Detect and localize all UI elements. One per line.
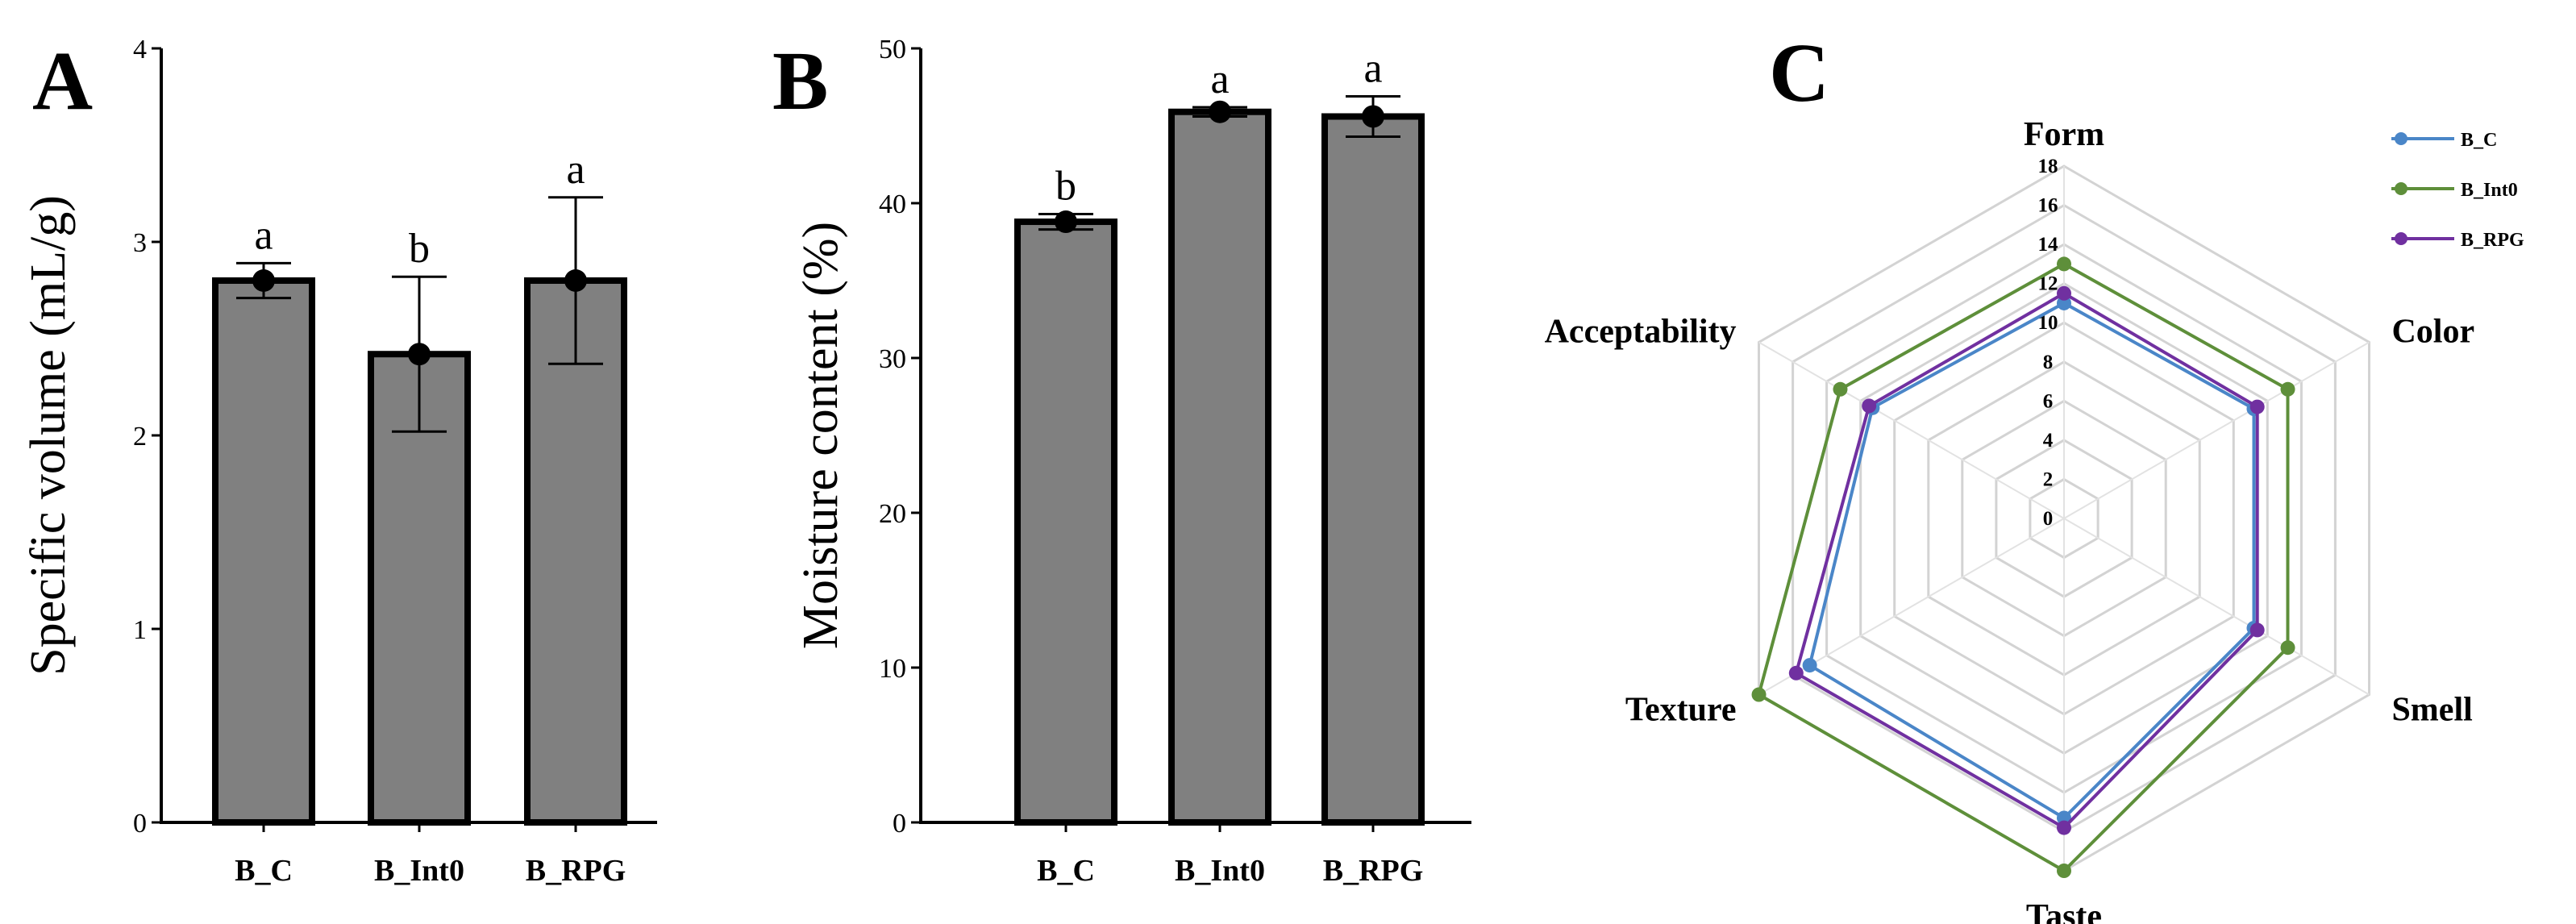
legend-marker xyxy=(2395,182,2407,195)
y-axis-label: Moisture content (%) xyxy=(793,222,848,649)
radar-tick-label: 2 xyxy=(2043,468,2054,490)
bar xyxy=(1168,108,1271,826)
mean-point xyxy=(1209,100,1231,123)
radar-tick-label: 14 xyxy=(2038,234,2059,256)
radar-axis-label: Form xyxy=(2024,116,2104,153)
panel-label-b: B xyxy=(772,35,828,127)
y-tick-label: 40 xyxy=(879,189,906,219)
y-tick-label: 2 xyxy=(133,422,147,452)
significance-label: b xyxy=(1055,163,1076,209)
radar-point xyxy=(2057,864,2071,878)
significance-label: a xyxy=(254,212,273,258)
radar-chart-sensory: 024681012141618FormColorSmellTasteTextur… xyxy=(1545,116,2475,924)
radar-point xyxy=(1788,665,1804,681)
x-tick-label: B_Int0 xyxy=(1175,854,1265,888)
panel-label-a: A xyxy=(32,35,93,127)
radar-legend: B_C B_Int0 B_RPG xyxy=(2391,130,2524,251)
radar-point xyxy=(1751,687,1767,702)
radar-tick-label: 16 xyxy=(2038,195,2058,217)
radar-axis-label: Texture xyxy=(1625,692,1737,729)
bar-chart-specific-volume: 0 1 2 3 4 Specific volume (mL/g) B_C a B_Int0 b B_… xyxy=(21,35,657,888)
y-tick-label: 1 xyxy=(133,615,147,645)
legend-label: B_Int0 xyxy=(2461,180,2518,201)
radar-point xyxy=(1833,381,1848,397)
significance-label: a xyxy=(566,147,585,193)
radar-tick-label: 18 xyxy=(2038,156,2058,177)
radar-tick-label: 6 xyxy=(2043,390,2054,412)
radar-point xyxy=(2280,640,2295,656)
radar-point xyxy=(2249,622,2265,638)
radar-series-line xyxy=(1757,262,2290,873)
radar-point xyxy=(1862,398,1877,414)
radar-tick-label: 4 xyxy=(2043,430,2054,452)
x-tick-label: B_RPG xyxy=(1323,854,1424,888)
legend-label: B_RPG xyxy=(2461,230,2524,251)
y-tick-label: 30 xyxy=(879,344,906,374)
mean-point xyxy=(1362,105,1384,128)
bar xyxy=(212,277,315,826)
bar xyxy=(1014,219,1117,826)
radar-axis-label: Acceptability xyxy=(1545,314,1737,351)
radar-spoke xyxy=(2063,341,2370,519)
mean-point xyxy=(252,269,275,292)
radar-axis-label: Smell xyxy=(2391,692,2472,729)
y-tick-label: 0 xyxy=(893,809,906,839)
y-tick-label: 10 xyxy=(879,654,906,684)
radar-spoke xyxy=(1758,341,2065,519)
x-tick-label: B_Int0 xyxy=(374,854,464,888)
y-tick-label: 3 xyxy=(133,228,147,258)
mean-point xyxy=(564,269,587,292)
radar-axis-label: Taste xyxy=(2026,898,2102,924)
y-tick-label: 50 xyxy=(879,35,906,65)
radar-point xyxy=(2280,381,2295,397)
y-tick-label: 20 xyxy=(879,499,906,529)
y-axis-label: Specific volume (mL/g) xyxy=(21,195,76,676)
legend-marker xyxy=(2395,132,2407,145)
radar-tick-label: 8 xyxy=(2043,352,2054,373)
radar-tick-label: 0 xyxy=(2043,508,2054,530)
radar-spoke xyxy=(2063,518,2370,696)
x-tick-label: B_RPG xyxy=(526,854,626,888)
x-tick-label: B_C xyxy=(235,854,293,888)
y-tick-label: 4 xyxy=(133,35,147,65)
bar xyxy=(1321,113,1425,826)
radar-point xyxy=(2057,256,2071,272)
radar-point xyxy=(1802,658,1817,673)
legend-label: B_C xyxy=(2461,130,2497,151)
significance-label: a xyxy=(1363,46,1382,92)
mean-point xyxy=(408,343,431,366)
radar-point xyxy=(2249,399,2265,414)
significance-label: b xyxy=(409,226,430,272)
bar-chart-moisture-content: 0 10 20 30 40 50 Moisture content (%) B_C b B_Int… xyxy=(793,35,1471,888)
x-tick-label: B_C xyxy=(1037,854,1095,888)
mean-point xyxy=(1055,210,1077,234)
radar-point xyxy=(2057,820,2071,835)
radar-axis-label: Color xyxy=(2391,314,2474,351)
panel-label-c: C xyxy=(1769,27,1829,119)
y-tick-label: 0 xyxy=(133,809,147,839)
legend-marker xyxy=(2395,232,2407,245)
significance-label: a xyxy=(1210,56,1229,102)
radar-point xyxy=(2057,285,2071,301)
